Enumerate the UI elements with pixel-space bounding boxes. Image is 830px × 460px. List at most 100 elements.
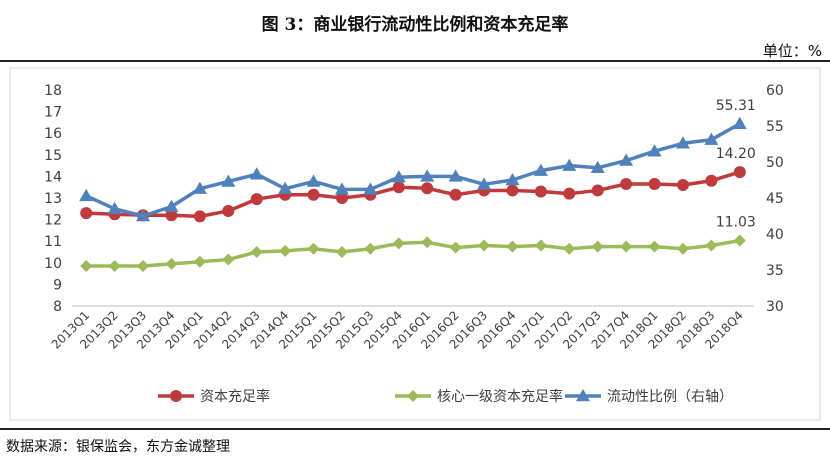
series-diamond: 11.03 — [80, 215, 756, 273]
data-point — [392, 237, 405, 250]
data-point — [421, 182, 434, 195]
data-point — [648, 240, 661, 253]
data-point — [533, 163, 548, 176]
y-left-tick-label: 9 — [53, 277, 62, 293]
data-point — [421, 236, 434, 249]
data-point — [193, 255, 206, 268]
legend: 资本充足率 核心一级资本充足率 流动性比例（右轴） — [158, 388, 733, 405]
data-point — [307, 242, 320, 255]
legend-item: 资本充足率 — [158, 388, 270, 405]
data-point — [107, 201, 122, 215]
data-point — [676, 242, 689, 255]
data-point — [591, 184, 604, 197]
data-point — [193, 210, 206, 223]
data-point — [170, 390, 182, 402]
data-point — [222, 253, 235, 266]
y-left-tick-label: 13 — [44, 191, 62, 207]
data-point — [250, 246, 263, 258]
y-left-tick-label: 14 — [44, 169, 62, 185]
y-left-tick-label: 17 — [44, 105, 62, 121]
data-point — [590, 160, 605, 174]
data-point — [249, 167, 264, 180]
legend-label: 核心一级资本充足率 — [437, 388, 563, 405]
data-point — [704, 132, 719, 145]
data-point — [534, 239, 547, 252]
y-right-tick-label: 50 — [766, 155, 784, 171]
data-source-note: 数据来源：银保监会，东方金诚整理 — [6, 439, 230, 455]
data-label: 14.20 — [716, 146, 756, 162]
data-point — [364, 242, 377, 255]
chart-title: 图 3：商业银行流动性比例和资本充足率 — [261, 15, 569, 35]
data-point — [448, 169, 463, 182]
legend-label: 资本充足率 — [200, 388, 270, 405]
data-point — [619, 153, 634, 166]
data-point — [80, 207, 93, 220]
legend-label: 流动性比例（右轴） — [607, 389, 733, 405]
data-point — [563, 242, 576, 255]
y-left-tick-label: 15 — [44, 148, 62, 164]
y-right-tick-label: 55 — [766, 119, 784, 135]
data-point — [534, 185, 547, 198]
data-point — [165, 257, 178, 270]
data-point — [506, 240, 519, 253]
data-point — [576, 389, 590, 402]
y-left-tick-label: 16 — [44, 126, 62, 142]
data-point — [449, 188, 462, 201]
data-point — [705, 174, 718, 187]
data-point — [392, 181, 405, 194]
unit-label: 单位：% — [762, 42, 822, 60]
data-point — [620, 240, 633, 253]
data-point — [137, 260, 150, 273]
data-point — [407, 390, 419, 402]
data-point — [563, 187, 576, 200]
data-point — [449, 241, 462, 254]
data-label: 55.31 — [716, 98, 756, 114]
y-right-tick-label: 45 — [766, 191, 784, 207]
data-point — [335, 192, 348, 204]
data-point — [363, 182, 378, 195]
data-point — [165, 209, 178, 222]
data-point — [391, 170, 406, 183]
data-point — [732, 116, 747, 130]
y-right-tick-label: 35 — [766, 263, 784, 279]
data-point — [478, 239, 491, 252]
y-left-tick-label: 12 — [44, 213, 62, 229]
data-point — [250, 193, 263, 206]
data-point — [222, 204, 235, 217]
data-point — [562, 158, 577, 171]
data-point — [420, 169, 435, 182]
y-right-tick-label: 30 — [766, 299, 784, 315]
data-point — [647, 144, 662, 157]
data-point — [506, 184, 519, 197]
data-point — [108, 260, 121, 273]
data-point — [335, 246, 348, 258]
y-left-tick-label: 8 — [53, 299, 62, 315]
data-point — [306, 174, 321, 187]
data-point — [79, 188, 94, 202]
data-point — [591, 240, 604, 253]
line-chart: 89101112131415161718303540455055602013Q1… — [9, 67, 821, 421]
data-point — [334, 182, 349, 195]
data-point — [192, 181, 207, 194]
data-point — [675, 136, 690, 149]
data-point — [505, 173, 520, 186]
y-left-tick-label: 18 — [44, 83, 62, 99]
data-point — [477, 177, 492, 190]
data-point — [80, 260, 93, 273]
data-point — [733, 166, 746, 179]
data-point — [307, 188, 320, 201]
data-point — [733, 234, 746, 247]
y-left-tick-label: 11 — [44, 234, 62, 250]
data-point — [648, 177, 661, 190]
series-group: 14.20 11.03 55.31 — [79, 98, 756, 273]
data-point — [279, 244, 292, 257]
y-right-tick-label: 40 — [766, 227, 784, 243]
data-point — [620, 177, 633, 190]
data-point — [278, 181, 293, 194]
y-right-tick-label: 60 — [766, 83, 784, 99]
legend-item: 流动性比例（右轴） — [565, 389, 733, 405]
data-label: 11.03 — [716, 215, 756, 231]
bottom-rule — [0, 428, 830, 430]
top-rule — [0, 60, 830, 62]
series-triangle: 55.31 — [79, 98, 756, 222]
